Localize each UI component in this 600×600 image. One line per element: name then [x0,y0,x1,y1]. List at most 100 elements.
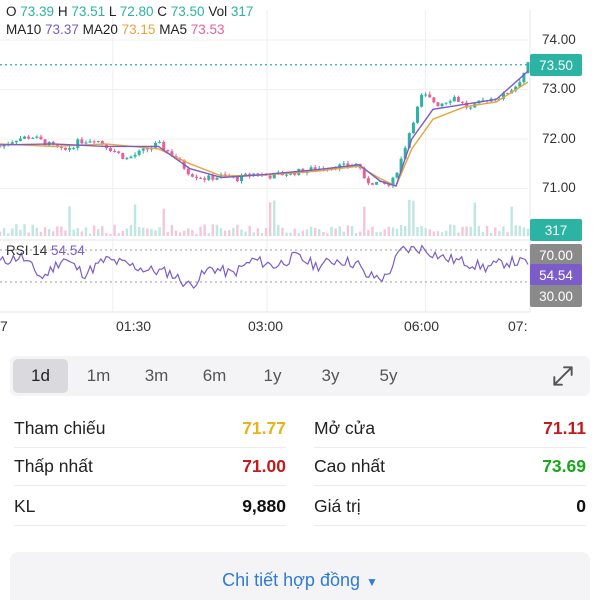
volume-bar [412,200,415,236]
volume-bar [39,231,43,236]
candle-body [162,141,166,150]
volume-bar [285,232,288,236]
candle-body [444,102,448,104]
volume-bar [330,226,333,236]
volume-bar [289,232,292,236]
candle-body [133,154,137,157]
candle-body [452,97,456,102]
volume-bar [223,230,227,236]
volume-bar [199,226,202,236]
stat-label: Giá trị [314,496,361,516]
volume-bar [43,227,47,236]
volume-bar [195,233,198,236]
ma10-line [0,70,529,187]
candle-body [403,147,407,159]
volume-bar [309,226,313,236]
ma-legend: MA10 73.37 MA20 73.15 MA5 73.53 [6,22,225,37]
volume-bar [248,225,251,236]
volume-bar [502,226,505,236]
volume-bar [313,227,317,236]
volume-bar [428,229,431,236]
chart-canvas[interactable] [0,0,600,348]
period-tab-3m[interactable]: 3m [144,366,169,385]
volume-bar [105,233,108,236]
ohlc-legend: O 73.39 H 73.51 L 72.80 C 73.50 Vol 317 [6,4,253,19]
rsi-label: RSI 14 [6,243,48,258]
time-axis-label: 06:00 [404,318,440,334]
candle-body [461,101,465,103]
low-value: 72.80 [119,4,154,19]
volume-bar [399,225,403,236]
volume-bar [281,227,284,236]
volume-bar [453,224,456,236]
caret-down-icon: ▼ [366,575,378,589]
volume-bar [305,229,309,236]
rsi-upper-tag: 70.00 [530,244,582,266]
candle-body [23,136,27,139]
candle-body [239,174,243,182]
period-tab-5y[interactable]: 5y [379,366,398,385]
candle-body [522,72,526,83]
stat-volume: KL 9,880 [14,488,286,526]
candle-body [117,151,121,153]
volume-bar [297,233,300,236]
contract-detail-button[interactable]: Chi tiết hợp đồng ▼ [10,552,590,600]
candle-body [76,139,80,148]
candle-body [88,141,92,143]
volume-bar [174,230,178,236]
volume-bar [137,226,141,236]
stat-label: Tham chiếu [14,418,106,438]
period-tab-3y[interactable]: 3y [321,366,340,385]
candle-body [137,150,141,155]
volume-bar [182,230,186,236]
period-tab-1y[interactable]: 1y [263,366,282,385]
volume-bar [363,206,366,236]
price-chart[interactable]: O 73.39 H 73.51 L 72.80 C 73.50 Vol 317 … [0,0,600,348]
period-tab-1m[interactable]: 1m [86,366,111,385]
candle-body [39,136,43,140]
volume-bar [277,224,280,236]
volume-bar [211,224,215,236]
volume-bar [219,228,223,236]
volume-bar [125,228,129,236]
volume-bar [293,228,296,236]
candle-body [399,158,403,173]
volume-bar [338,226,341,236]
volume-bar [117,233,120,236]
stat-value: 71.77 [242,418,286,438]
period-tab-1d[interactable]: 1d [13,359,68,393]
volume-bar [178,232,182,236]
candle-body [375,182,379,185]
stat-value: 0 [576,496,586,516]
candle-body [109,148,113,151]
candle-body [145,148,149,150]
candle-body [223,174,227,176]
stat-high: Cao nhất 73.69 [314,448,586,486]
volume-bar [444,230,448,236]
candle-body [268,175,272,179]
volume-bar [473,202,476,236]
stat-value: 73.69 [542,456,586,476]
candle-body [186,168,190,175]
volume-bar [15,224,18,236]
volume-bar [228,230,231,236]
volume-bar [342,231,346,236]
candle-body [391,177,395,186]
candle-body [100,141,104,145]
candle-body [141,148,145,151]
period-tab-6m[interactable]: 6m [202,366,227,385]
volume-bar [367,230,370,236]
candle-body [199,177,203,179]
candle-body [469,107,473,109]
candle-body [72,147,76,149]
candle-body [342,163,346,165]
ma20-line [0,81,529,187]
volume-bar [187,228,190,236]
volume-bar [375,232,378,236]
volume-bar [260,233,264,236]
volume-bar [379,231,382,236]
candle-body [346,163,350,167]
candle-body [366,178,370,184]
expand-icon[interactable] [550,363,576,389]
candle-body [154,143,158,148]
